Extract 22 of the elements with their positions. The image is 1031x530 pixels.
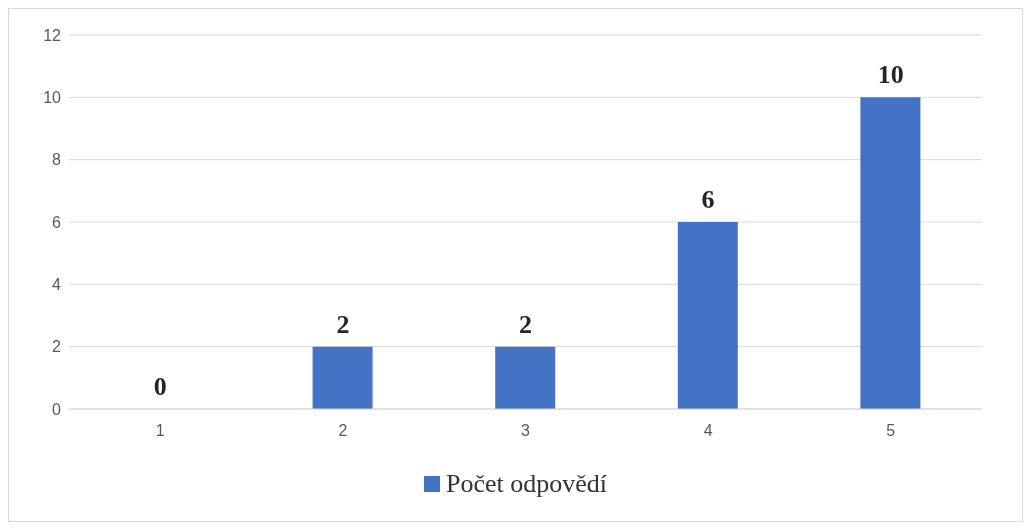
x-tick-label: 1 — [155, 422, 165, 440]
y-tick-label: 8 — [52, 151, 62, 169]
bar — [677, 222, 738, 409]
data-label: 10 — [877, 60, 904, 90]
y-tick-label: 12 — [43, 26, 62, 44]
data-label: 6 — [701, 185, 715, 214]
legend-label: Počet odpovědí — [445, 469, 608, 499]
bar — [312, 346, 373, 409]
bar — [860, 97, 921, 409]
data-label: 2 — [336, 309, 350, 339]
y-tick-label: 0 — [52, 400, 62, 418]
y-tick-label: 6 — [52, 213, 62, 231]
x-tick-label: 4 — [703, 422, 713, 440]
data-label: 0 — [153, 372, 167, 401]
x-tick-label: 3 — [521, 422, 531, 440]
y-tick-label: 10 — [43, 89, 62, 107]
bar — [495, 346, 556, 409]
x-tick-label: 2 — [338, 422, 348, 440]
y-tick-label: 2 — [52, 338, 62, 356]
x-tick-label: 5 — [886, 422, 896, 440]
y-tick-label: 4 — [52, 276, 62, 294]
data-label: 2 — [519, 309, 532, 339]
